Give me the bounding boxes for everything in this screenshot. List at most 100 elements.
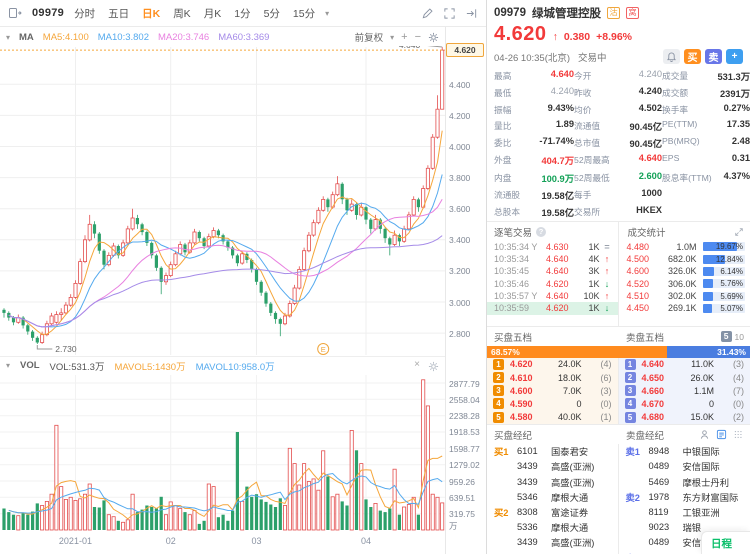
bid-level-row[interactable]: 5 4.580 40.0K (1) (487, 410, 618, 424)
price-tick-label: 4.400 (449, 79, 471, 90)
tab-period-周K[interactable]: 周K (173, 7, 191, 20)
tab-period-月K[interactable]: 月K (203, 7, 222, 20)
trade-stat-row[interactable]: 4.510 302.0K 5.69% (626, 291, 745, 302)
sell-button[interactable]: 卖 (705, 49, 722, 64)
trade-stat-row[interactable]: 4.450 269.1K 5.07% (626, 303, 745, 314)
tick-trade-row[interactable]: 10:35:45 4.640 3K ↑ (494, 266, 610, 277)
alert-bell-button[interactable] (663, 49, 680, 64)
quote-label: 总市值 (574, 138, 601, 149)
price-tick-label: 3.000 (449, 297, 471, 308)
zoom-out-button[interactable]: − (414, 31, 421, 43)
price-tick-label: 2.800 (449, 328, 471, 339)
sell-broker-row[interactable]: 卖2 1978 东方财富国际 (625, 491, 739, 503)
bid-level-row[interactable]: 4 4.590 0 (0) (487, 397, 618, 411)
tab-period-五日[interactable]: 五日 (108, 7, 130, 20)
tab-period-分时[interactable]: 分时 (74, 7, 96, 20)
quote-label (662, 205, 713, 219)
quote-value: 4.240 (638, 69, 662, 79)
sell-broker-row[interactable]: 卖1 8948 中银国际 (625, 446, 720, 458)
add-watchlist-button[interactable]: + (726, 49, 743, 64)
ask-level-row[interactable]: 1 4.640 11.0K (3) (618, 357, 750, 371)
trade-stat-row[interactable]: 4.480 1.0M 19.67% (626, 241, 745, 252)
trade-stat-row[interactable]: 4.600 326.0K 6.14% (626, 266, 745, 277)
bid-level-row[interactable]: 1 4.620 24.0K (4) (487, 357, 618, 371)
tab-period-1分[interactable]: 1分 (234, 7, 251, 20)
buy-broker-row[interactable]: 5346 摩根大通 (517, 491, 589, 503)
change-value: 0.380 (563, 31, 591, 43)
sell-broker-row[interactable]: 8119 工银亚洲 (648, 507, 720, 519)
tab-period-日K[interactable]: 日K (142, 7, 161, 20)
quote-label: PB(MRQ) (662, 136, 700, 147)
tick-trade-row[interactable]: 10:35:34 4.640 4K ↑ (494, 254, 610, 265)
adjust-controls: 前复权 ▾ + − (355, 30, 439, 44)
tick-trade-row[interactable]: 10:35:46 4.620 1K ↓ (494, 278, 610, 289)
trade-stat-row[interactable]: 4.520 306.0K 5.76% (626, 278, 745, 289)
schedule-label: 日程 (711, 537, 732, 550)
tick-trade-row[interactable]: 10:35:59 4.620 1K ↓ (487, 302, 618, 315)
bid-level-row[interactable]: 3 4.600 7.0K (3) (487, 384, 618, 398)
ask-level-row[interactable]: 5 4.680 15.0K (2) (618, 410, 750, 424)
levels-toggle-5[interactable]: 5 (720, 331, 732, 343)
adjust-caret[interactable]: ▾ (390, 32, 395, 42)
tick-trade-row[interactable]: 10:35:57 Y 4.640 10K ↑ (494, 291, 610, 302)
adjust-mode-select[interactable]: 前复权 (354, 33, 384, 44)
buy-broker-row[interactable]: 买1 6101 国泰君安 (494, 446, 589, 458)
ask-ratio-fill: 31.43% (667, 345, 750, 358)
collapse-panel-icon[interactable] (465, 7, 478, 20)
broker-list-view-icon[interactable] (716, 429, 727, 440)
quote-label: 流通值 (574, 121, 601, 132)
buy-broker-row[interactable]: 买2 8308 富途证券 (494, 507, 589, 519)
quote-value: 4.240 (638, 86, 662, 97)
help-icon[interactable]: ? (536, 226, 547, 237)
buy-broker-row[interactable]: 0229摩根士丹利 (487, 550, 618, 554)
quote-value (713, 205, 750, 219)
bid-brokers-title: 买盘经纪 (494, 430, 533, 442)
quote-value: 19.58亿 (541, 190, 574, 201)
tick-trade-row[interactable]: 10:35:34 Y 4.630 1K = (494, 241, 610, 252)
vol-collapse-caret[interactable]: ▾ (6, 361, 11, 370)
ask-level-row[interactable]: 4 4.670 0 (0) (618, 397, 750, 411)
month-axis-label: 02 (165, 536, 176, 546)
sell-broker-row[interactable]: 5469 摩根士丹利 (648, 476, 730, 488)
tab-period-15分[interactable]: 15分 (292, 7, 316, 20)
buy-broker-row[interactable]: 5336 摩根大通 (517, 522, 589, 534)
ma-collapse-caret[interactable]: ▾ (6, 32, 11, 42)
buy-broker-row[interactable]: 3439 高盛(亚洲) (517, 537, 595, 549)
bid-ratio-fill: 68.57% (487, 345, 668, 358)
month-axis-label: 03 (251, 536, 262, 546)
quote-label: 量比 (494, 121, 512, 132)
ask-level-row[interactable]: 2 4.650 26.0K (4) (618, 370, 750, 385)
bid-levels-title: 买盘五档 (494, 332, 533, 344)
broker-holders-icon[interactable] (699, 429, 710, 440)
levels-toggle-10[interactable]: 10 (734, 331, 744, 342)
chart-settings-gear-icon[interactable] (428, 32, 439, 43)
period-dropdown-caret[interactable]: ▾ (325, 8, 330, 18)
broker-grid-view-icon[interactable] (733, 429, 744, 440)
trade-stat-row[interactable]: 4.500 682.0K 12.84% (626, 254, 745, 265)
quote-value: 4.502 (638, 103, 662, 114)
vol-close-icon[interactable]: × (414, 359, 420, 370)
fullscreen-icon[interactable] (443, 7, 456, 20)
ma-values: MA5:4.100 MA10:3.802 MA20:3.746 MA60:3.369 (43, 32, 270, 43)
indicator-value: MA60:3.369 (218, 31, 270, 43)
tick-trades-title: 逐笔交易 (494, 227, 533, 239)
ask-level-row[interactable]: 3 4.660 1.1M (7) (618, 384, 750, 398)
price-axis-column (445, 27, 486, 554)
buy-button[interactable]: 买 (684, 49, 701, 64)
quote-value: 9.43% (547, 103, 574, 114)
vol-settings-gear-icon[interactable] (428, 361, 439, 372)
stock-selector-icon[interactable] (8, 6, 22, 20)
buy-broker-row[interactable]: 3439 高盛(亚洲) (517, 461, 595, 473)
tab-period-5分[interactable]: 5分 (263, 7, 280, 20)
sell-broker-row[interactable]: 9023 瑞银 (648, 522, 702, 534)
expand-stats-icon[interactable] (734, 227, 744, 237)
buy-broker-row[interactable]: 3439 高盛(亚洲) (517, 476, 595, 488)
indicator-value: MAVOL10:958.0万 (195, 361, 275, 373)
draw-pencil-icon[interactable] (421, 7, 434, 20)
zoom-in-button[interactable]: + (401, 31, 408, 43)
bid-level-row[interactable]: 2 4.610 18.0K (6) (487, 370, 618, 385)
schedule-overlay-button[interactable]: 日程 (701, 531, 750, 554)
